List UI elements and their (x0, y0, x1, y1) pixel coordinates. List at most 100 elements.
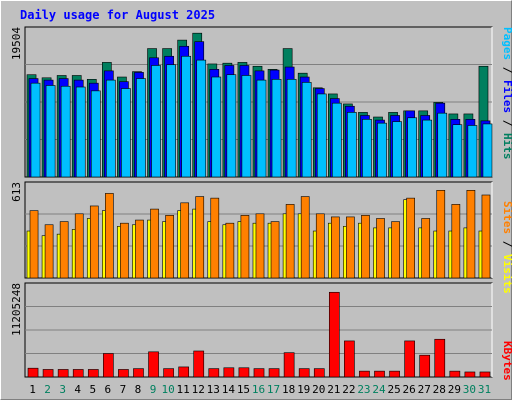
bar-pages-day-3 (60, 85, 71, 178)
bar-pages-day-21 (331, 102, 342, 178)
bar-kbytes-day-29 (449, 370, 461, 378)
bar-sites-day-10 (165, 215, 174, 279)
bar-pages-day-29 (452, 124, 463, 178)
right-legend-2: Sites / Visits (501, 201, 512, 294)
legend-files: Files (501, 80, 512, 113)
bar-kbytes-day-10 (163, 368, 174, 378)
bar-sites-day-9 (150, 208, 159, 279)
bar-sites-day-13 (210, 197, 220, 279)
bar-kbytes-day-23 (359, 370, 370, 378)
day-label-7: 7 (120, 383, 127, 396)
bar-pages-day-7 (121, 88, 131, 178)
bar-pages-day-13 (211, 76, 222, 178)
legend-slash: / (501, 60, 512, 80)
day-label-21: 21 (327, 383, 340, 396)
bar-kbytes-day-30 (464, 371, 476, 378)
y-max-label-1: 19504 (10, 27, 23, 60)
day-label-26: 26 (403, 383, 416, 396)
bar-kbytes-day-3 (57, 369, 69, 378)
bar-kbytes-day-17 (268, 368, 280, 378)
bar-sites-day-23 (361, 215, 370, 279)
day-label-28: 28 (433, 383, 446, 396)
bar-kbytes-day-22 (344, 340, 355, 378)
bar-pages-day-5 (90, 90, 101, 178)
bar-kbytes-day-6 (103, 353, 114, 378)
day-label-8: 8 (135, 383, 142, 396)
legend-visits: Visits (501, 254, 512, 294)
bar-pages-day-25 (392, 121, 402, 178)
bar-kbytes-day-8 (133, 368, 144, 378)
bar-pages-day-28 (437, 112, 448, 178)
bar-sites-day-12 (195, 196, 205, 279)
bar-sites-day-19 (300, 196, 310, 279)
bar-sites-day-18 (285, 204, 295, 279)
bar-kbytes-day-1 (27, 367, 39, 378)
bar-kbytes-day-27 (419, 354, 431, 378)
day-label-14: 14 (222, 383, 236, 396)
bar-pages-day-9 (151, 65, 161, 178)
bar-sites-day-20 (315, 213, 325, 279)
bar-pages-day-6 (106, 79, 116, 178)
bars (26, 32, 493, 378)
day-label-11: 11 (177, 383, 190, 396)
bar-sites-day-4 (74, 213, 84, 279)
bar-kbytes-day-31 (479, 371, 491, 378)
bar-pages-day-26 (407, 117, 417, 178)
day-label-3: 3 (59, 383, 66, 396)
legend-pages: Pages (501, 27, 512, 60)
bar-pages-day-8 (136, 78, 146, 178)
bar-sites-day-27 (421, 218, 431, 279)
day-label-29: 29 (448, 383, 461, 396)
legend-hits: Hits (501, 133, 512, 160)
bar-kbytes-day-2 (42, 369, 54, 378)
right-legend-3: KBytes (501, 341, 512, 381)
day-label-15: 15 (237, 383, 250, 396)
right-legend-labels: Pages / Files / Hits Sites / Visits KBytes (501, 27, 512, 381)
chart-title: Daily usage for August 2025 (20, 8, 215, 22)
bar-pages-day-16 (256, 79, 267, 178)
bar-pages-day-27 (422, 119, 433, 178)
bar-pages-day-12 (196, 59, 207, 178)
bar-sites-day-14 (225, 222, 235, 279)
bar-kbytes-day-20 (313, 368, 325, 378)
bar-sites-day-16 (255, 213, 265, 279)
day-label-13: 13 (207, 383, 220, 396)
bar-pages-day-2 (45, 85, 56, 178)
bar-kbytes-day-9 (148, 351, 159, 378)
day-label-27: 27 (418, 383, 431, 396)
day-label-31: 31 (478, 383, 491, 396)
bar-sites-day-26 (406, 197, 415, 279)
legend-kbytes: KBytes (501, 341, 512, 381)
bar-kbytes-day-12 (193, 350, 205, 378)
day-label-9: 9 (150, 383, 157, 396)
bar-pages-day-19 (301, 82, 312, 178)
bar-sites-day-3 (59, 221, 69, 279)
day-label-10: 10 (161, 383, 174, 396)
day-label-4: 4 (74, 383, 81, 396)
bar-kbytes-day-4 (72, 369, 84, 378)
bar-kbytes-day-21 (328, 291, 340, 378)
legend-slash: / (501, 113, 512, 133)
bar-kbytes-day-16 (253, 368, 265, 378)
bar-pages-day-14 (226, 74, 237, 178)
bar-sites-day-29 (451, 204, 461, 279)
bar-sites-day-1 (29, 210, 39, 279)
bar-kbytes-day-24 (374, 370, 385, 378)
bar-pages-day-1 (30, 82, 41, 178)
bar-pages-day-15 (241, 75, 252, 178)
day-label-17: 17 (267, 383, 280, 396)
day-label-25: 25 (387, 383, 400, 396)
day-label-5: 5 (89, 383, 96, 396)
y-max-label-3: 11205248 (10, 283, 23, 336)
bar-pages-day-20 (316, 93, 327, 178)
legend-slash: / (501, 234, 512, 254)
bar-sites-day-21 (330, 216, 340, 279)
day-label-16: 16 (252, 383, 265, 396)
bar-kbytes-day-11 (178, 366, 190, 378)
bar-sites-day-28 (436, 190, 446, 279)
bar-pages-day-23 (362, 119, 372, 178)
bar-sites-day-25 (391, 221, 400, 279)
bar-kbytes-day-15 (238, 367, 250, 378)
